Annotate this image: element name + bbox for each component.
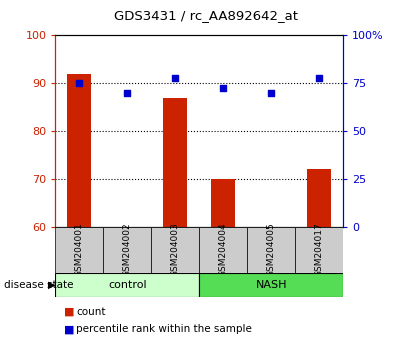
Bar [199,227,247,273]
Point [316,76,323,81]
Point [268,90,275,96]
Point [124,90,131,96]
Text: GSM204002: GSM204002 [123,222,132,277]
Point [220,85,226,91]
Text: NASH: NASH [256,280,287,290]
Text: disease state: disease state [4,280,74,290]
Bar [307,169,331,227]
Bar [67,74,91,227]
Bar [104,227,151,273]
Text: GSM204003: GSM204003 [171,222,180,277]
Bar [163,97,187,227]
Text: count: count [76,307,106,316]
Text: control: control [108,280,147,290]
Bar [295,227,343,273]
Text: ▶: ▶ [48,280,55,290]
Bar [247,227,295,273]
Text: ■: ■ [64,307,74,316]
Text: GSM204017: GSM204017 [315,222,324,277]
Point [172,76,179,81]
Text: GSM204005: GSM204005 [267,222,276,277]
Bar [199,273,343,297]
Text: GDS3431 / rc_AA892642_at: GDS3431 / rc_AA892642_at [113,9,298,22]
Text: ■: ■ [64,324,74,334]
Text: GSM204001: GSM204001 [75,222,84,277]
Bar [151,227,199,273]
Text: GSM204004: GSM204004 [219,222,228,277]
Text: percentile rank within the sample: percentile rank within the sample [76,324,252,334]
Point [76,80,83,86]
Bar [55,227,104,273]
Bar [55,273,199,297]
Bar [211,179,235,227]
